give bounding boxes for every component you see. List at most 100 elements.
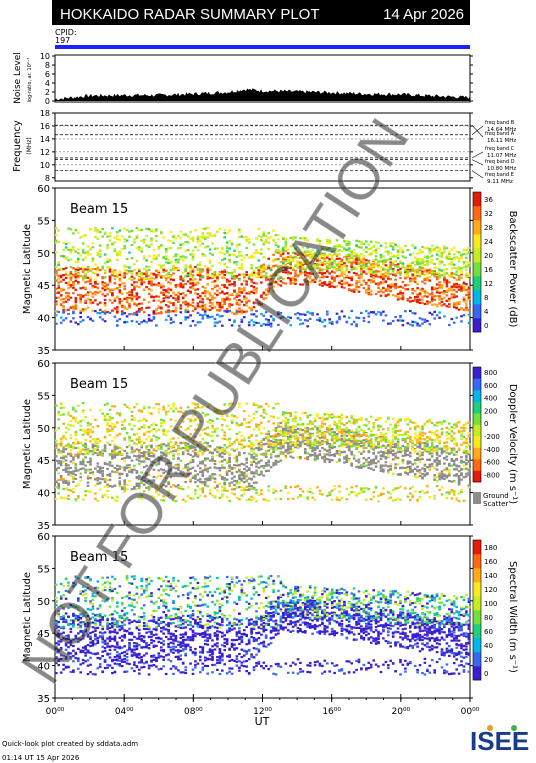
scatter-cell [160,276,163,279]
scatter-cell [96,446,100,449]
scatter-cell [301,322,305,325]
scatter-cell [299,253,302,256]
scatter-cell [145,265,148,268]
scatter-cell [257,269,261,272]
scatter-cell [174,495,178,498]
scatter-cell [360,266,363,269]
scatter-cell [435,246,439,249]
scatter-cell [282,248,285,251]
scatter-cell [345,260,349,263]
scatter-cell [135,471,139,474]
scatter-cell [286,273,290,276]
scatter-cell [94,229,97,232]
colorbar-tick-label: 32 [484,210,493,218]
scatter-cell [179,410,183,413]
scatter-cell [255,469,258,472]
scatter-cell [174,407,178,410]
scatter-cell [306,325,309,328]
scatter-cell [164,411,168,414]
scatter-cell [206,426,209,429]
scatter-cell [252,481,256,484]
scatter-cell [457,302,461,305]
scatter-cell [147,448,151,452]
scatter-cell [457,285,461,288]
scatter-cell [213,271,217,274]
scatter-cell [67,308,70,311]
scatter-cell [113,297,117,300]
scatter-cell [108,239,112,242]
scatter-cell [125,265,129,268]
scatter-cell [443,268,446,272]
scatter-cell [98,440,102,443]
scatter-cell [77,281,80,284]
scatter-cell [155,228,158,231]
scatter-cell [389,261,392,264]
scatter-cell [160,301,163,304]
scatter-cell [255,500,258,503]
scatter-cell [186,447,190,450]
scatter-cell [81,242,85,245]
scatter-cell [203,427,207,431]
scatter-cell [252,321,256,324]
scatter-cell [350,268,353,271]
scatter-cell [164,434,168,437]
scatter-cell [387,289,390,292]
scatter-cell [321,263,324,267]
scatter-cell [262,466,266,469]
scatter-cell [138,440,141,444]
scatter-cell [255,425,258,428]
scatter-cell [413,299,417,302]
scatter-cell [357,280,361,283]
scatter-cell [86,449,90,452]
cpid-value: 197 [55,36,70,45]
scatter-cell [96,269,100,272]
colorbar-tick-label: 24 [484,238,493,246]
scatter-cell [423,318,427,321]
scatter-cell [467,296,471,299]
scatter-cell [284,441,288,444]
scatter-cell [201,469,205,472]
scatter-cell [157,469,161,472]
scatter-cell [89,247,92,250]
scatter-cell [147,228,151,231]
scatter-cell [86,306,90,309]
scatter-cell [191,476,195,479]
scatter-cell [267,439,270,442]
scatter-cell [228,318,231,321]
scatter-cell [306,280,309,283]
scatter-cell [272,407,275,410]
scatter-cell [286,447,290,450]
scatter-cell [98,230,102,234]
scatter-cell [213,306,217,309]
scatter-cell [167,309,170,312]
scatter-cell [196,444,200,447]
scatter-cell [103,418,107,422]
scatter-cell [169,441,173,444]
scatter-cell [318,317,322,320]
scatter-cell [394,316,397,319]
scatter-cell [106,430,109,433]
freq-band-connector [471,125,484,135]
scatter-cell [360,243,363,246]
freq-tick-label: 10 [40,161,50,170]
scatter-cell [399,319,402,322]
scatter-cell [177,432,180,435]
scatter-cell [113,270,117,273]
scatter-cell [128,303,131,306]
scatter-cell [286,425,290,428]
scatter-cell [274,428,278,431]
scatter-cell [365,259,368,262]
scatter-cell [247,414,251,417]
scatter-cell [377,282,380,285]
scatter-cell [145,275,148,278]
scatter-cell [282,429,285,432]
scatter-cell [367,321,371,324]
scatter-cell [116,324,119,327]
scatter-cell [330,254,334,257]
scatter-cell [360,267,363,270]
scatter-cell [69,419,73,423]
scatter-cell [123,264,126,267]
scatter-cell [135,477,139,480]
scatter-cell [106,413,109,416]
scatter-cell [228,310,231,313]
